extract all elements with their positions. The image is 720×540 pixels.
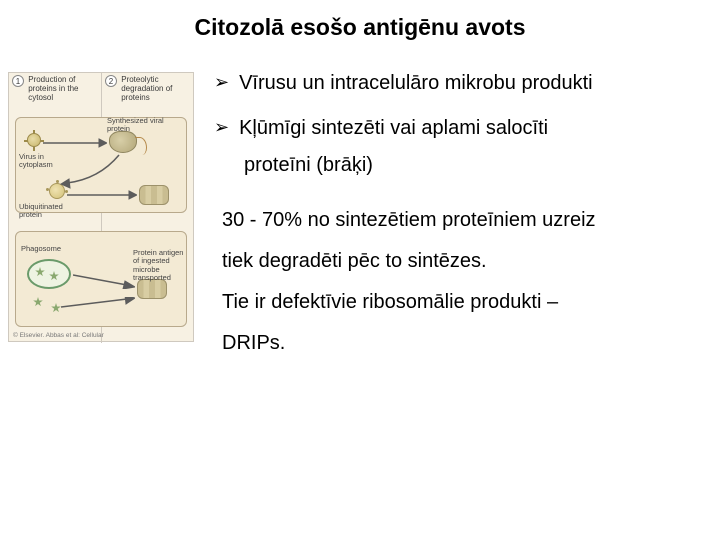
figure-copyright: © Elsevier. Abbas et al: Cellular [13, 332, 104, 339]
bullet-item: ➢ Vīrusu un intracelulāro mikrobu produk… [214, 70, 710, 97]
figure-panel-2-caption: Proteolytic degradation of proteins [121, 75, 187, 103]
label-ubiq: Ubiquitinated protein [19, 203, 73, 220]
bullet-item: ➢ Kļūmīgi sintezēti vai aplami salocīti [214, 115, 710, 142]
paragraph-line: Tie ir defektīvie ribosomālie produkti – [222, 287, 710, 318]
phagosome-icon [27, 259, 71, 289]
bullet-marker-icon: ➢ [214, 73, 229, 91]
figure-panel-1-number: 1 [12, 75, 24, 87]
label-virus: Virus in cytoplasm [19, 153, 59, 170]
figure-panel-1-caption: Production of proteins in the cytosol [28, 75, 94, 103]
bullet-continuation: proteīni (brāķi) [244, 152, 710, 179]
paragraph-line: tiek degradēti pēc to sintēzes. [222, 246, 710, 277]
label-phago: Phagosome [21, 245, 71, 253]
figure-diagram: 1 Production of proteins in the cytosol … [8, 72, 194, 342]
label-protant: Protein antigen of ingested microbe tran… [133, 249, 191, 282]
arrow-icon [73, 271, 135, 289]
figure-panel-2-header: 2 Proteolytic degradation of proteins [105, 75, 191, 103]
proteasome-icon [139, 185, 169, 205]
page-title: Citozolā esošo antigēnu avots [0, 14, 720, 41]
text-content: ➢ Vīrusu un intracelulāro mikrobu produk… [214, 70, 710, 359]
figure-panel-1-header: 1 Production of proteins in the cytosol [12, 75, 98, 103]
arrow-icon [61, 297, 135, 311]
virus-icon [27, 133, 41, 147]
arrow-icon [43, 137, 107, 149]
paragraph-line: 30 - 70% no sintezētiem proteīniem uzrei… [222, 205, 710, 236]
bullet-text: Kļūmīgi sintezēti vai aplami salocīti [239, 115, 548, 142]
arrow-icon [67, 189, 137, 201]
arrow-icon [59, 151, 129, 191]
figure-panel-2-number: 2 [105, 75, 117, 87]
bullet-marker-icon: ➢ [214, 118, 229, 136]
proteasome-icon [137, 279, 167, 299]
label-synth: Synthesized viral protein [107, 117, 167, 134]
paragraph-line: DRIPs. [222, 328, 710, 359]
bullet-text: Vīrusu un intracelulāro mikrobu produkti [239, 70, 593, 97]
ribosome-icon [109, 131, 137, 153]
protein-chain-icon [135, 137, 147, 155]
